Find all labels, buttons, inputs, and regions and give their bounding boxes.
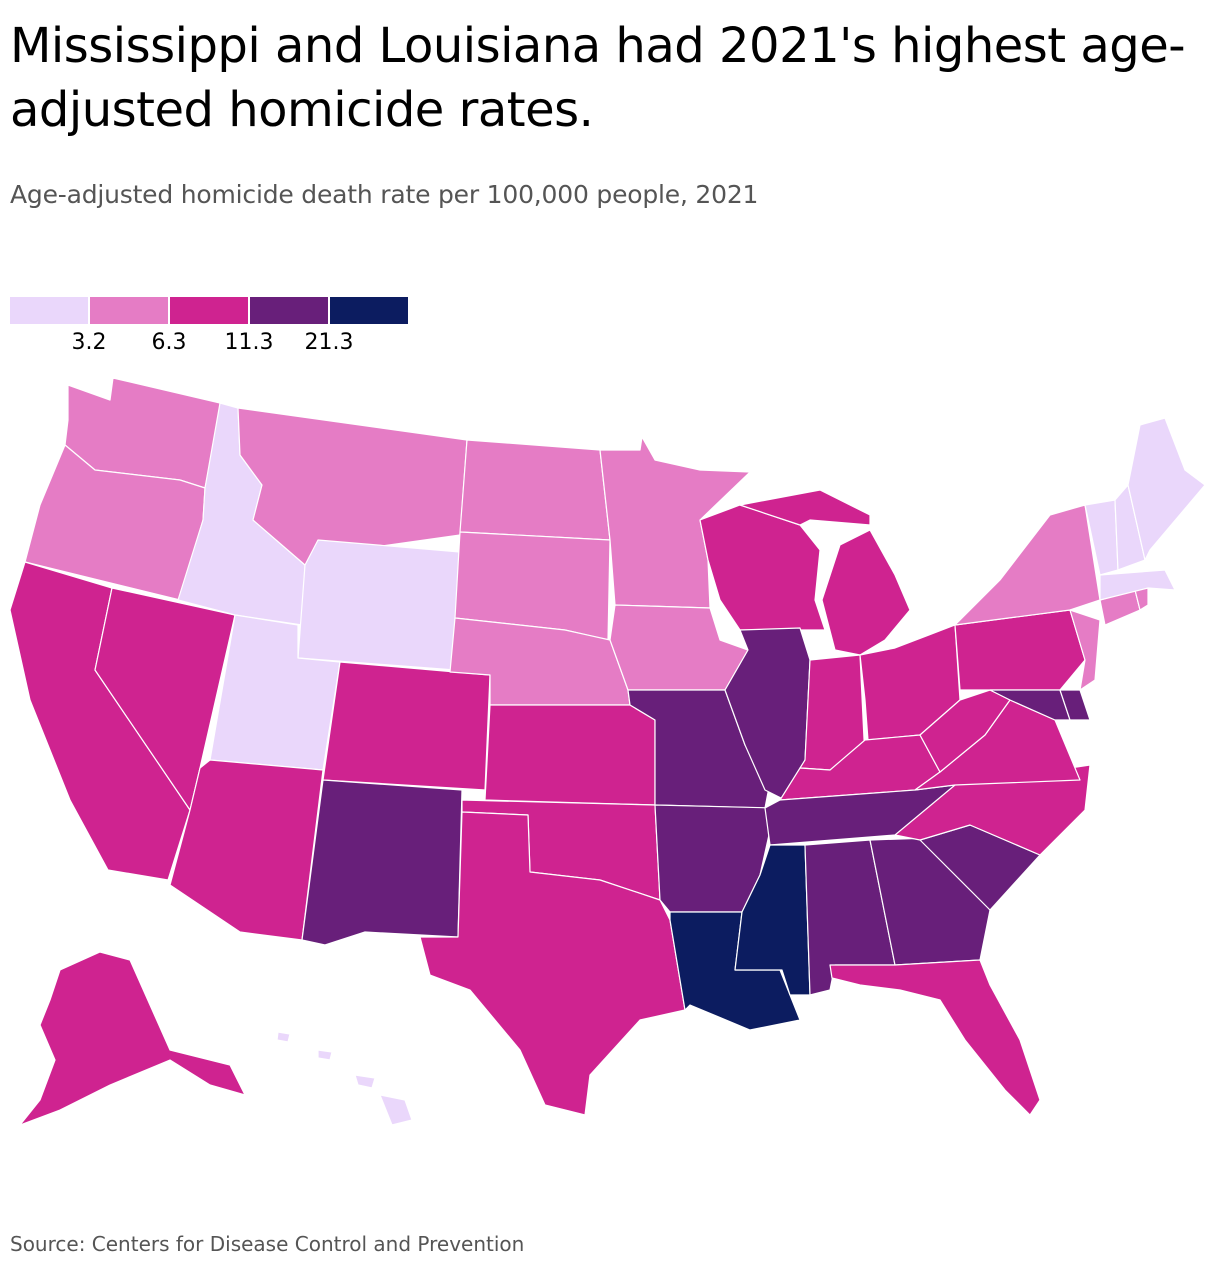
state-fl[interactable] <box>829 959 1041 1116</box>
legend-swatch-1 <box>10 297 88 324</box>
state-mi[interactable] <box>739 489 871 526</box>
state-hi-4[interactable] <box>276 1031 291 1043</box>
state-mn[interactable] <box>599 436 751 609</box>
legend-tick-1: 3.2 <box>71 330 107 355</box>
state-me[interactable] <box>1127 417 1206 561</box>
state-ks[interactable] <box>484 704 656 806</box>
legend-swatch-4 <box>250 297 328 324</box>
legend-tick-2: 6.3 <box>151 330 187 355</box>
legend-tick-3: 11.3 <box>224 330 274 355</box>
legend-swatch-5 <box>330 297 408 324</box>
state-il[interactable] <box>724 627 811 801</box>
legend-tick-4: 21.3 <box>304 330 354 355</box>
state-ak[interactable] <box>19 951 246 1126</box>
legend-swatch-3 <box>170 297 248 324</box>
state-tx[interactable] <box>419 811 686 1116</box>
state-nd[interactable] <box>459 439 611 541</box>
chart-subtitle: Age-adjusted homicide death rate per 100… <box>10 180 759 209</box>
us-choropleth-map <box>9 377 1206 1126</box>
state-mi-lower[interactable] <box>821 529 911 656</box>
state-hi-3[interactable] <box>317 1049 333 1061</box>
state-ma[interactable] <box>1099 569 1176 601</box>
state-ny[interactable] <box>954 504 1101 626</box>
state-hi-1[interactable] <box>379 1094 413 1126</box>
source-note: Source: Centers for Disease Control and … <box>10 1232 525 1256</box>
state-co[interactable] <box>322 661 491 791</box>
state-ia[interactable] <box>609 604 749 691</box>
state-de[interactable] <box>1059 689 1091 721</box>
state-wy[interactable] <box>297 539 461 671</box>
state-wi[interactable] <box>699 504 826 631</box>
chart-title: Mississippi and Louisiana had 2021's hig… <box>10 18 1186 138</box>
state-nj[interactable] <box>1069 609 1101 691</box>
color-legend: 3.2 6.3 11.3 21.3 <box>10 297 410 367</box>
state-az[interactable] <box>169 759 324 941</box>
state-hi-2[interactable] <box>354 1074 376 1089</box>
state-nm[interactable] <box>301 779 463 946</box>
state-md[interactable] <box>989 689 1071 721</box>
legend-swatch-2 <box>90 297 168 324</box>
